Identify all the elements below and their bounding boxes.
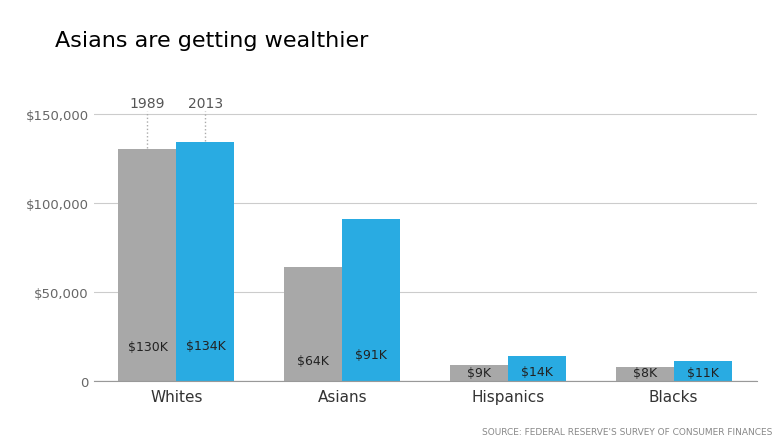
Text: $11K: $11K [687,366,718,379]
Bar [284,267,342,381]
Text: $9K: $9K [467,366,491,379]
Text: $64K: $64K [297,354,329,367]
Text: $130K: $130K [128,340,168,353]
Text: $14K: $14K [521,365,553,378]
Text: 2013: 2013 [188,97,223,111]
Bar [450,365,508,381]
Text: 1989: 1989 [129,97,165,111]
Bar [508,356,566,381]
Bar [615,367,674,381]
Bar [176,143,235,381]
Text: $8K: $8K [633,366,657,379]
Text: $134K: $134K [186,339,225,353]
Bar [119,150,176,381]
Bar [342,219,400,381]
Text: SOURCE: FEDERAL RESERVE'S SURVEY OF CONSUMER FINANCES: SOURCE: FEDERAL RESERVE'S SURVEY OF CONS… [482,427,772,436]
Text: $91K: $91K [356,349,387,362]
Bar [674,361,732,381]
Text: Asians are getting wealthier: Asians are getting wealthier [55,31,368,51]
